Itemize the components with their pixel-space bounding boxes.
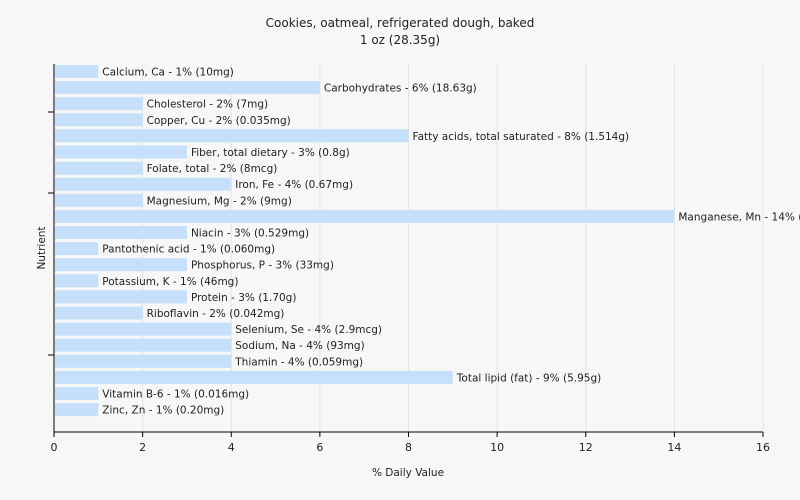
bar-label-12: Phosphorus, P - 3% (33mg) <box>191 260 334 272</box>
x-tick-label-3: 6 <box>316 441 323 454</box>
bar-label-9: Manganese, Mn - 14% (0.270mg) <box>678 211 800 223</box>
x-tick-label-1: 2 <box>139 441 146 454</box>
bar-10 <box>55 226 187 239</box>
bar-8 <box>55 193 143 207</box>
bar-label-8: Magnesium, Mg - 2% (9mg) <box>147 195 292 207</box>
chart-title: Cookies, oatmeal, refrigerated dough, ba… <box>266 16 535 30</box>
bar-label-3: Copper, Cu - 2% (0.035mg) <box>147 115 291 127</box>
bar-label-11: Pantothenic acid - 1% (0.060mg) <box>102 244 275 256</box>
bar-7 <box>55 177 232 191</box>
bar-2 <box>55 97 143 111</box>
bar-label-7: Iron, Fe - 4% (0.67mg) <box>235 179 353 191</box>
chart-subtitle: 1 oz (28.35g) <box>360 33 440 47</box>
bar-label-15: Riboflavin - 2% (0.042mg) <box>147 308 285 320</box>
y-axis-title: Nutrient <box>36 226 48 269</box>
bar-11 <box>55 242 99 256</box>
x-axis-title: % Daily Value <box>372 467 444 479</box>
x-tick-label-4: 8 <box>405 441 412 454</box>
bar-label-13: Potassium, K - 1% (46mg) <box>102 276 238 288</box>
gridlines <box>142 64 764 432</box>
bar-14 <box>55 290 187 304</box>
bar-label-10: Niacin - 3% (0.529mg) <box>191 228 309 240</box>
bar-label-14: Protein - 3% (1.70g) <box>191 292 297 304</box>
bar-label-16: Selenium, Se - 4% (2.9mcg) <box>235 324 382 336</box>
bar-12 <box>55 258 187 272</box>
bar-label-17: Sodium, Na - 4% (93mg) <box>235 340 364 352</box>
x-tick-label-0: 0 <box>51 441 58 454</box>
bar-5 <box>55 145 187 159</box>
bar-label-1: Carbohydrates - 6% (18.63g) <box>324 83 477 95</box>
bar-label-6: Folate, total - 2% (8mcg) <box>147 163 278 175</box>
bar-6 <box>55 161 143 175</box>
bar-label-20: Vitamin B-6 - 1% (0.016mg) <box>102 389 249 401</box>
bar-20 <box>55 387 99 400</box>
bar-label-0: Calcium, Ca - 1% (10mg) <box>102 67 234 79</box>
x-tick-label-5: 10 <box>490 441 504 454</box>
x-tick-label-7: 14 <box>667 441 681 454</box>
bar-label-4: Fatty acids, total saturated - 8% (1.514… <box>413 131 630 143</box>
bar-label-2: Cholesterol - 2% (7mg) <box>147 99 269 111</box>
bar-16 <box>55 322 232 336</box>
bar-18 <box>55 354 232 368</box>
axes: 0 2 4 6 8 10 12 14 16 <box>48 64 770 454</box>
bar-1 <box>55 81 320 95</box>
x-tick-label-8: 16 <box>756 441 770 454</box>
bar-21 <box>55 403 99 417</box>
bar-label-5: Fiber, total dietary - 3% (0.8g) <box>191 147 350 159</box>
bar-13 <box>55 274 99 288</box>
bar-9 <box>55 209 675 223</box>
bar-label-19: Total lipid (fat) - 9% (5.95g) <box>456 372 601 384</box>
bar-15 <box>55 306 143 320</box>
bar-17 <box>55 338 232 352</box>
x-tick-label-2: 4 <box>228 441 235 454</box>
bar-19 <box>55 370 453 384</box>
x-tick-label-6: 12 <box>579 441 593 454</box>
bar-label-18: Thiamin - 4% (0.059mg) <box>234 356 363 368</box>
bar-label-21: Zinc, Zn - 1% (0.20mg) <box>102 405 224 417</box>
bar-4 <box>55 129 409 143</box>
bar-3 <box>55 113 143 127</box>
bars: Calcium, Ca - 1% (10mg) Carbohydrates - 6… <box>55 65 800 417</box>
bar-0 <box>55 65 99 78</box>
